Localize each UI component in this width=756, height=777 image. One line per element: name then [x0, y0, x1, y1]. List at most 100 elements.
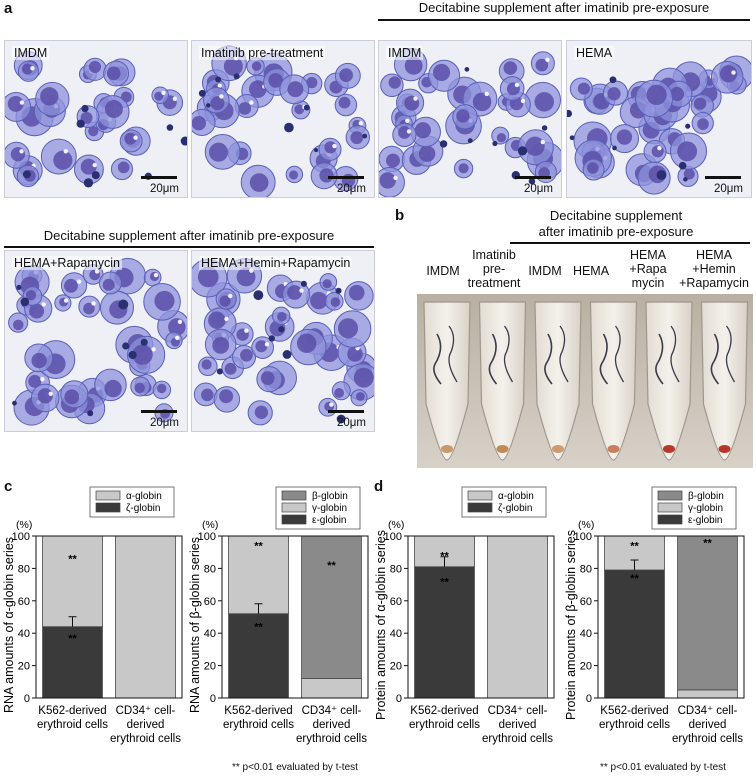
category-label: CD34⁺ cell-: [488, 705, 548, 717]
cell-nucleus: [40, 87, 59, 106]
scale-bar: [515, 176, 551, 179]
cell-vacuole: [19, 149, 24, 154]
bar-segment: [115, 535, 176, 699]
y-tick-label: 100: [574, 531, 592, 543]
tube-handwriting: [725, 325, 736, 383]
cell-vacuole: [520, 98, 526, 104]
panel-d-label: d: [374, 478, 384, 495]
debris-dot: [16, 284, 22, 290]
cell-nucleus: [534, 92, 554, 112]
scale-label: 20μm: [150, 417, 179, 429]
cell-nucleus: [240, 348, 253, 362]
micrograph-imdm: IMDM 20μm: [4, 40, 188, 198]
tube-label: HEMA +Hemin +Rapamycin: [679, 248, 749, 290]
cell-nucleus: [210, 96, 225, 111]
cell-nucleus: [353, 367, 374, 388]
debris-dot: [612, 145, 617, 151]
tube-handwriting: [670, 325, 680, 383]
debris-dot: [678, 161, 687, 170]
significance-mark: **: [68, 633, 77, 645]
cell-nucleus: [37, 388, 53, 404]
significance-mark: **: [630, 573, 639, 585]
cell-nucleus: [156, 383, 167, 394]
cell-nucleus: [287, 81, 304, 98]
legend-entry: ζ-globin: [498, 503, 532, 514]
cell-nucleus: [154, 290, 175, 311]
legend-swatch: [467, 502, 493, 513]
cell-nucleus: [683, 168, 695, 180]
cell-vacuole: [172, 96, 178, 101]
tube-handwriting: [544, 333, 553, 385]
panel-a-header-top: Decitabine supplement after imatinib pre…: [418, 0, 710, 15]
panel-c-label: c: [4, 478, 13, 495]
y-axis-label: Protein amounts of β-globin series: [564, 530, 578, 720]
cell-vacuole: [332, 143, 337, 149]
category-label: derived: [689, 719, 727, 731]
tube-body: [478, 301, 527, 461]
panel-b-header-line1: Decitabine supplement: [549, 208, 683, 223]
legend-entry: ζ-globin: [126, 503, 160, 514]
tube-body: [534, 301, 582, 461]
debris-dot: [569, 135, 575, 141]
cell-nucleus: [64, 389, 80, 405]
debris-dot: [609, 76, 617, 84]
cell-nucleus: [503, 61, 518, 75]
debris-dot: [12, 400, 17, 406]
y-tick-label: 60: [18, 596, 30, 608]
debris-dot: [20, 297, 30, 307]
y-tick-label: 0: [396, 693, 402, 705]
significance-mark: **: [440, 576, 449, 588]
micrograph-caption: IMDM: [12, 46, 50, 60]
category-label: erythroid cells: [296, 733, 367, 745]
scale-label: 20μm: [714, 183, 743, 195]
cell-nucleus: [208, 311, 226, 329]
legend-swatch: [281, 514, 307, 525]
cell-nucleus: [310, 291, 328, 310]
tube: [700, 301, 749, 461]
cell-nucleus: [337, 318, 359, 339]
y-tick-label: 80: [18, 563, 30, 575]
panel-c-footnote: ** p<0.01 evaluated by t-test: [232, 762, 358, 773]
debris-dot: [122, 342, 130, 350]
y-tick-label: 60: [390, 596, 402, 608]
cell-pellet: [441, 445, 453, 453]
category-label: K562-derived: [224, 705, 292, 717]
significance-mark: **: [440, 550, 449, 562]
cell-nucleus: [80, 158, 97, 175]
tube-photograph: [417, 294, 753, 468]
debris-dot: [140, 338, 148, 346]
y-axis-unit: (%): [202, 519, 218, 531]
tube: [478, 301, 527, 461]
y-tick-label: 20: [18, 661, 30, 673]
cell-vacuole: [731, 70, 736, 75]
scale-bar: [141, 410, 177, 413]
tube-label: IMDM: [528, 264, 562, 278]
cell-vacuole: [217, 83, 222, 89]
cell-stain-image: [192, 41, 374, 197]
bar-segment: [301, 535, 362, 679]
scale-bar: [705, 176, 741, 179]
rna-beta-globin-chart: RNA amounts of β-globin series(%) 0 20 40 60…: [188, 486, 369, 745]
scale-bar: [328, 176, 364, 179]
debris-dot: [233, 73, 240, 80]
tube-handwriting: [614, 325, 625, 383]
micrograph-caption: IMDM: [386, 46, 424, 60]
cell-nucleus: [255, 340, 268, 353]
debris-dot: [87, 410, 94, 417]
micrograph-imatinib: Imatinib pre-treatment 20μm: [191, 40, 375, 198]
y-tick-label: 40: [580, 628, 592, 640]
tube-label: HEMA +Rapa mycin: [629, 248, 667, 290]
category-label: erythroid cells: [110, 733, 181, 745]
debris-dot: [300, 280, 307, 287]
debris-dot: [284, 122, 294, 133]
cell-vacuole: [657, 145, 662, 151]
debris-dot: [335, 287, 342, 294]
cell-nucleus: [535, 58, 549, 72]
category-label: erythroid cells: [37, 719, 108, 731]
cell-nucleus: [224, 362, 237, 375]
cell-vacuole: [358, 121, 363, 126]
significance-mark: **: [254, 622, 263, 634]
debris-dot: [216, 368, 223, 375]
bar-segment: [414, 566, 475, 699]
